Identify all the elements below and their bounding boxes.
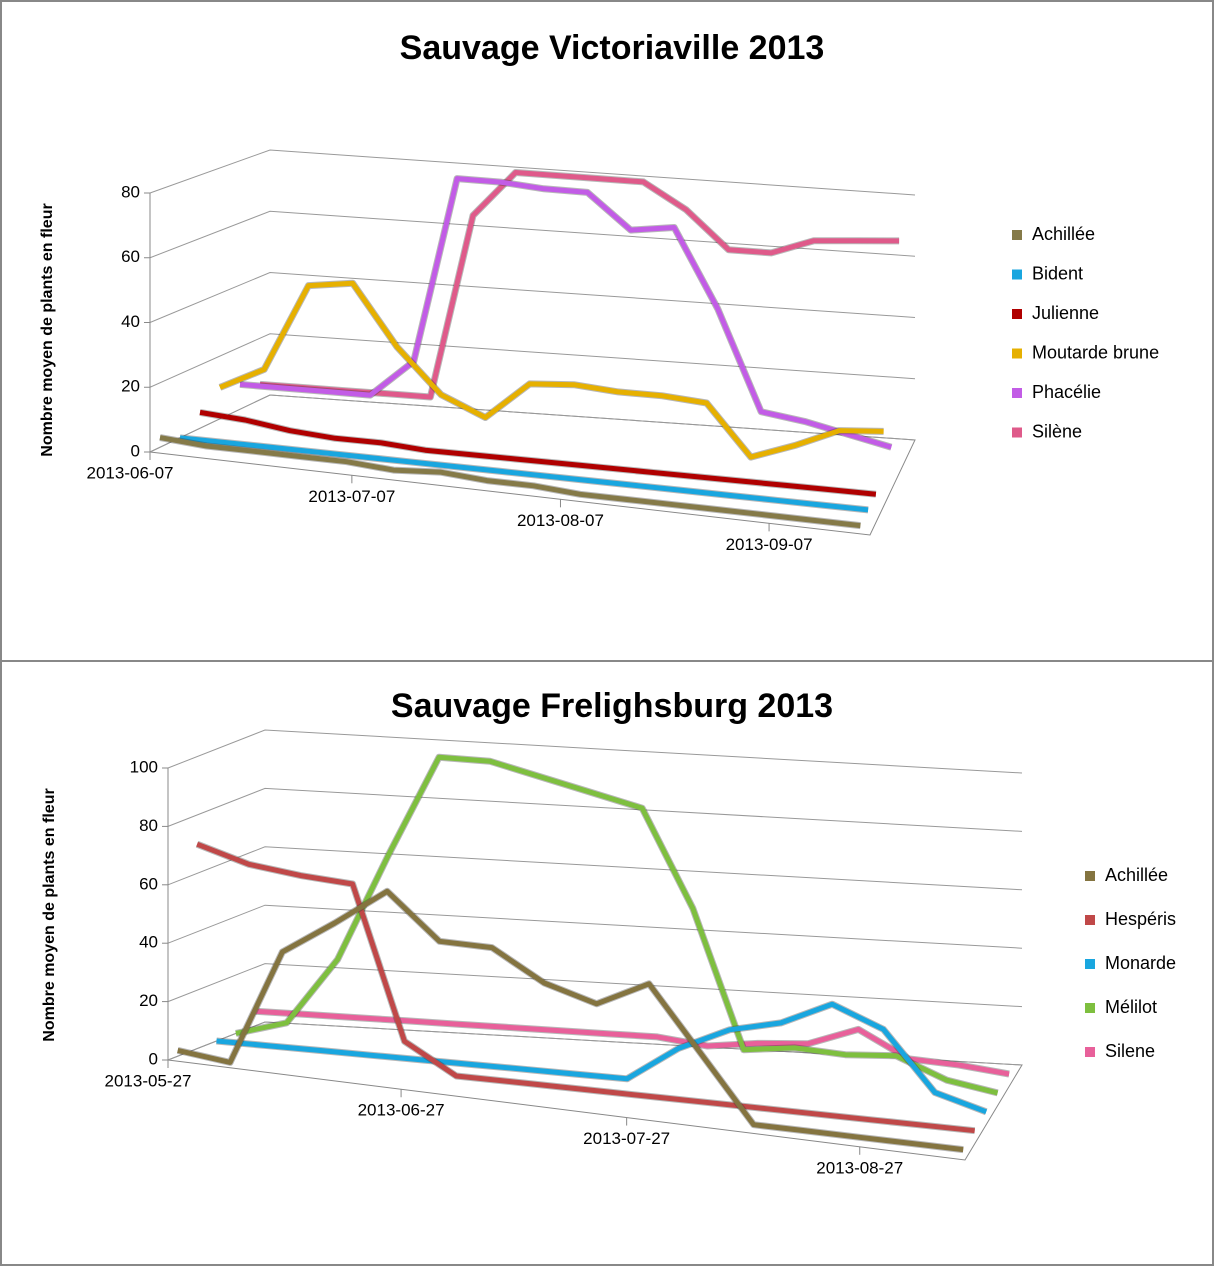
legend-label: Bident <box>1032 263 1083 283</box>
series-line <box>259 170 900 400</box>
y-tick-label: 80 <box>121 182 140 201</box>
legend-label: Hespéris <box>1105 909 1176 929</box>
y-tick-label: 40 <box>139 933 158 952</box>
y-tick-label: 60 <box>139 874 158 893</box>
legend-label: Achillée <box>1032 224 1095 244</box>
legend-swatch <box>1012 427 1022 438</box>
series-line <box>219 280 884 460</box>
chart-frame <box>0 0 1214 662</box>
series-line <box>159 435 861 529</box>
legend-swatch <box>1012 348 1022 359</box>
grid-line <box>167 729 1023 774</box>
legend-swatch <box>1085 1003 1095 1013</box>
x-tick-label: 2013-06-27 <box>358 1101 445 1120</box>
y-axis-title: Nombre moyen de plants en fleur <box>39 203 56 456</box>
legend-swatch <box>1012 230 1022 240</box>
y-tick-label: 20 <box>121 377 140 396</box>
legend-label: Phacélie <box>1032 382 1101 402</box>
chart-frame <box>0 660 1214 1266</box>
chart-title: Sauvage Frelighsburg 2013 <box>391 687 833 725</box>
y-tick-label: 60 <box>121 247 140 266</box>
x-tick-label: 2013-05-27 <box>105 1071 192 1090</box>
y-tick-label: 100 <box>130 757 158 776</box>
grid-line <box>167 787 1023 832</box>
series-line <box>177 888 964 1153</box>
series-line <box>199 409 877 497</box>
legend-swatch <box>1085 871 1095 881</box>
legend-swatch <box>1085 959 1095 969</box>
legend-swatch <box>1012 309 1022 319</box>
grid-line <box>149 271 916 323</box>
x-tick-label: 2013-08-07 <box>517 511 604 530</box>
series-line <box>196 841 975 1134</box>
y-tick-label: 80 <box>139 816 158 835</box>
series-line <box>255 1008 1010 1077</box>
legend-swatch <box>1012 388 1022 398</box>
series-line <box>216 1001 988 1115</box>
grid-line <box>167 846 1023 891</box>
x-tick-label: 2013-09-07 <box>726 535 813 554</box>
grid-line <box>149 210 916 259</box>
legend-label: Monarde <box>1105 953 1176 973</box>
series-line <box>239 176 893 450</box>
y-tick-label: 20 <box>139 991 158 1010</box>
y-axis-title: Nombre moyen de plants en fleur <box>41 788 58 1041</box>
y-tick-label: 40 <box>121 312 140 331</box>
grid-line <box>167 963 1023 1008</box>
legend-label: Silene <box>1105 1041 1155 1061</box>
legend-label: Moutarde brune <box>1032 342 1159 362</box>
x-tick-label: 2013-08-27 <box>816 1158 903 1177</box>
legend-label: Achillée <box>1105 865 1168 885</box>
grid-line <box>149 394 916 453</box>
chart-title: Sauvage Victoriaville 2013 <box>400 29 825 67</box>
grid-line <box>167 904 1023 949</box>
legend-swatch <box>1012 269 1022 280</box>
x-tick-label: 2013-06-07 <box>87 463 174 482</box>
grid-line <box>149 149 916 196</box>
legend-swatch <box>1085 1047 1095 1057</box>
series-line <box>179 435 869 513</box>
grid-line <box>149 333 916 388</box>
legend-label: Silène <box>1032 421 1082 441</box>
legend-swatch <box>1085 915 1095 925</box>
y-tick-label: 0 <box>131 441 140 460</box>
y-tick-label: 0 <box>149 1049 158 1068</box>
x-tick-label: 2013-07-07 <box>308 487 395 506</box>
x-tick-label: 2013-07-27 <box>583 1129 670 1148</box>
legend-label: Mélilot <box>1105 997 1157 1017</box>
legend-label: Julienne <box>1032 303 1099 323</box>
